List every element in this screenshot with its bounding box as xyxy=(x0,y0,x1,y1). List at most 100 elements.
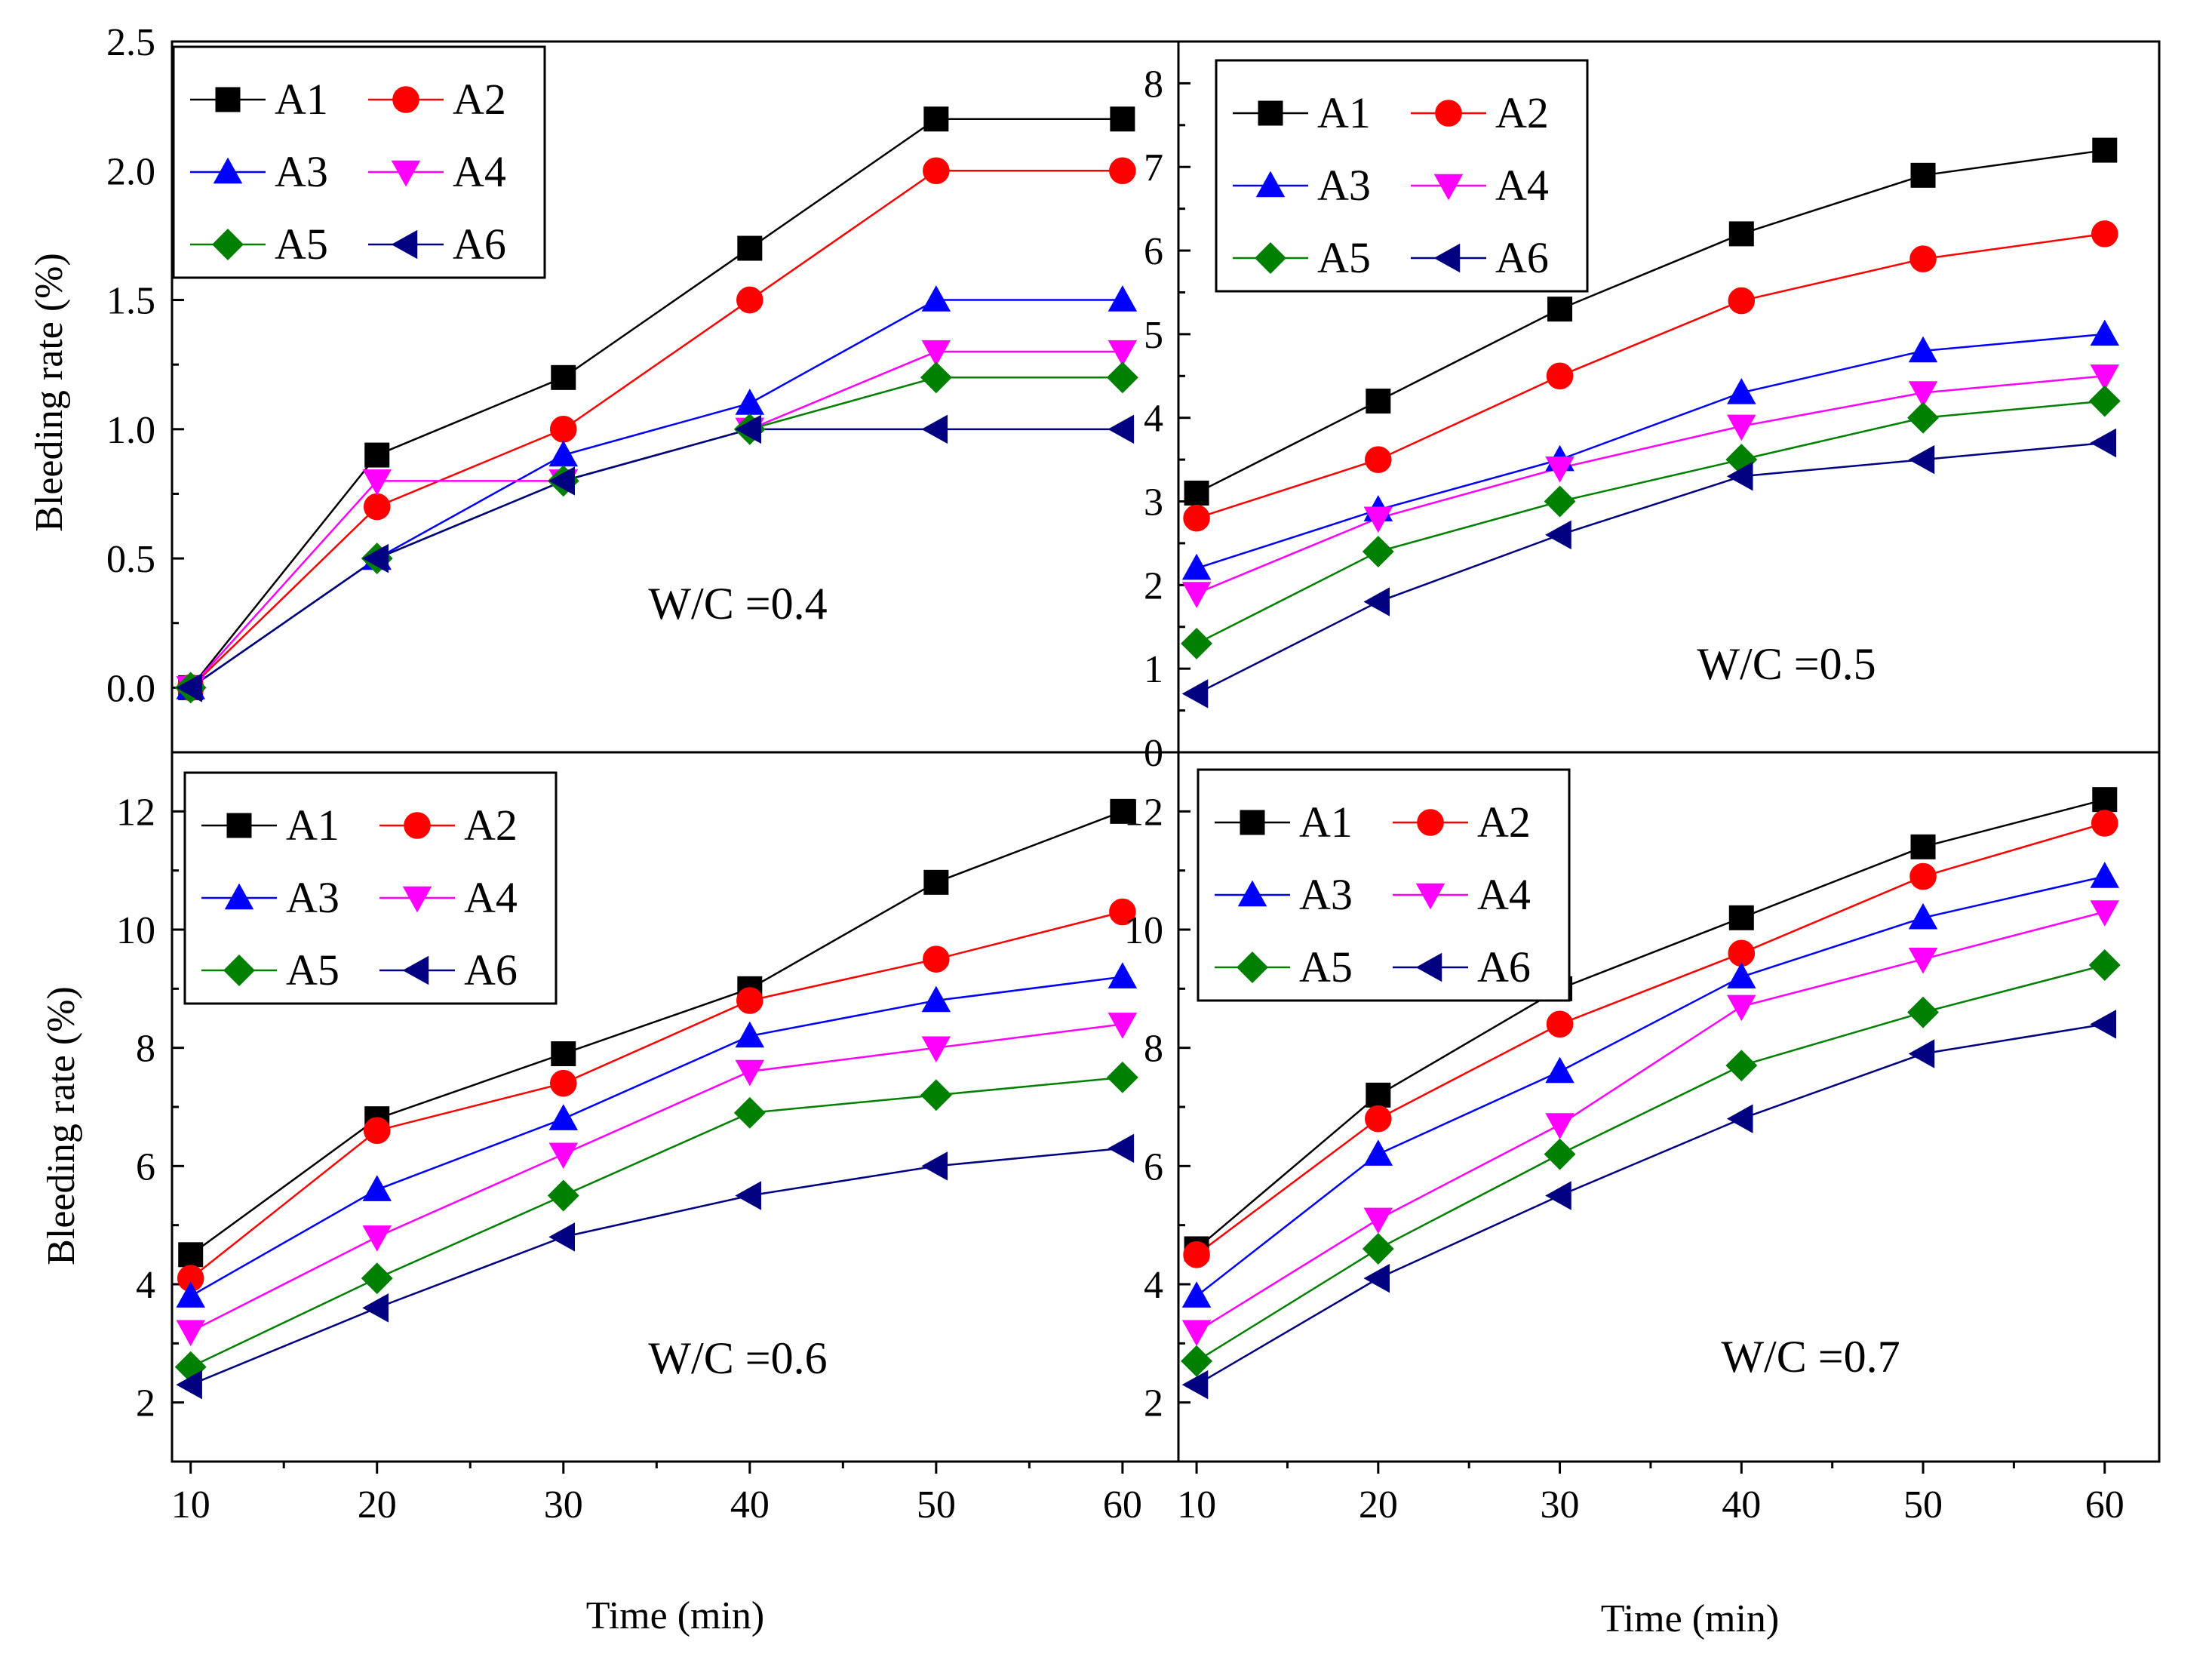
series-line-a3 xyxy=(1196,875,2106,1297)
x-tick-label: 60 xyxy=(1103,1483,1142,1526)
x-tick-label: 50 xyxy=(917,1483,956,1526)
x-tick-label: 10 xyxy=(1177,1483,1216,1526)
y-tick-label: 4 xyxy=(1144,398,1163,441)
legend-marker-a4 xyxy=(402,886,432,913)
data-point-a5 xyxy=(2088,385,2121,417)
data-point-a1 xyxy=(551,364,576,390)
data-point-a3 xyxy=(921,285,951,312)
data-point-a5 xyxy=(1544,485,1576,518)
legend-label-a6: A6 xyxy=(1495,233,1549,282)
y-tick-label: 6 xyxy=(136,1145,155,1188)
data-point-a3 xyxy=(1108,962,1138,988)
data-point-a6 xyxy=(921,1151,948,1181)
data-point-a5 xyxy=(1106,1061,1138,1093)
data-point-a4 xyxy=(1727,414,1756,441)
legend-marker-a1 xyxy=(226,813,252,838)
data-point-a5 xyxy=(1362,536,1394,567)
series-line-a3 xyxy=(1196,333,2105,570)
x-tick-label: 30 xyxy=(1541,1483,1580,1526)
data-point-a2 xyxy=(2091,810,2118,837)
data-point-a4 xyxy=(1545,456,1575,483)
data-point-a2 xyxy=(1365,1105,1392,1133)
data-point-a1 xyxy=(364,442,390,468)
legend-marker-a4 xyxy=(1433,174,1464,201)
data-point-a3 xyxy=(1363,1139,1393,1166)
legend-marker-a3 xyxy=(1237,880,1267,907)
data-point-a3 xyxy=(1545,1056,1575,1084)
y-tick-label: 4 xyxy=(136,1264,155,1307)
x-axis-label-right: Time (min) xyxy=(1601,1597,1779,1640)
legend-label-a5: A5 xyxy=(275,220,328,269)
legend: A1 A2 A3 A4 A5 A6 xyxy=(1215,59,1589,293)
legend-label-a5: A5 xyxy=(1317,233,1371,282)
data-point-a4 xyxy=(1363,1207,1393,1234)
legend-label-a2: A2 xyxy=(464,801,518,850)
data-point-a6 xyxy=(1181,679,1209,709)
data-point-a2 xyxy=(923,945,950,973)
data-point-a2 xyxy=(363,1117,391,1145)
y-tick-label: 6 xyxy=(1144,230,1163,273)
x-axis-label-left: Time (min) xyxy=(586,1594,764,1637)
data-point-a4 xyxy=(735,1059,765,1087)
y-tick-label: 6 xyxy=(1144,1145,1163,1188)
data-point-a6 xyxy=(1726,462,1753,491)
data-point-a4 xyxy=(176,1320,205,1347)
legend-marker-a6 xyxy=(402,955,429,985)
series-line-a6 xyxy=(190,1147,1123,1386)
x-tick-label: 50 xyxy=(1903,1483,1943,1526)
data-point-a5 xyxy=(1362,1233,1394,1265)
data-point-a6 xyxy=(362,1293,389,1323)
legend-marker-a6 xyxy=(391,229,418,260)
legend-label-a3: A3 xyxy=(1299,870,1353,919)
y-tick-label: 3 xyxy=(1144,481,1163,524)
data-point-a2 xyxy=(2091,220,2118,247)
series-line-a2 xyxy=(1196,822,2106,1256)
x-tick-label: 30 xyxy=(544,1483,583,1526)
data-point-a3 xyxy=(176,1281,205,1308)
legend-label-a1: A1 xyxy=(1317,88,1371,137)
series-line-a1 xyxy=(189,118,1123,689)
data-point-a6 xyxy=(1181,1370,1209,1400)
series-line-a5 xyxy=(1196,964,2106,1362)
data-point-a2 xyxy=(1183,1241,1210,1268)
series-line-a2 xyxy=(189,911,1123,1280)
data-point-a3 xyxy=(921,985,951,1013)
y-tick-label: 8 xyxy=(136,1028,155,1071)
data-point-a3 xyxy=(548,1104,579,1130)
data-point-a6 xyxy=(548,466,575,496)
data-point-a2 xyxy=(1909,245,1937,272)
data-point-a2 xyxy=(1365,446,1392,473)
data-point-a5 xyxy=(2088,949,2121,981)
legend-marker-a2 xyxy=(1417,809,1444,836)
data-point-a6 xyxy=(1108,414,1135,444)
series-line-a1 xyxy=(189,810,1123,1256)
series-line-a1 xyxy=(1196,798,2106,1250)
data-point-a4 xyxy=(1181,582,1212,608)
legend-label-a1: A1 xyxy=(1299,798,1353,847)
data-point-a5 xyxy=(920,1079,952,1111)
legend-label-a2: A2 xyxy=(1477,798,1531,847)
data-point-a1 xyxy=(178,1242,204,1268)
y-tick-label: 0.5 xyxy=(106,538,155,581)
data-point-a6 xyxy=(176,1370,202,1400)
wc-annotation: W/C =0.7 xyxy=(1721,1332,1900,1382)
data-point-a5 xyxy=(1181,1345,1213,1377)
data-point-a1 xyxy=(551,1041,576,1066)
data-point-a3 xyxy=(1108,285,1138,312)
legend-label-a1: A1 xyxy=(275,75,328,124)
legend-marker-a6 xyxy=(1433,243,1461,273)
data-point-a3 xyxy=(1181,1281,1212,1308)
data-point-a1 xyxy=(2092,137,2118,163)
wc-annotation: W/C =0.6 xyxy=(648,1333,827,1383)
legend-marker-a1 xyxy=(215,87,241,112)
data-point-a4 xyxy=(1545,1113,1575,1139)
legend-label-a5: A5 xyxy=(1299,942,1353,991)
legend-marker-a3 xyxy=(1255,171,1286,198)
data-point-a2 xyxy=(1109,898,1136,926)
data-point-a6 xyxy=(2090,428,2116,458)
y-axis-label-bottom: Bleeding rate (%) xyxy=(40,986,83,1265)
data-point-a4 xyxy=(2090,364,2120,391)
legend-marker-a2 xyxy=(1435,100,1462,127)
data-point-a4 xyxy=(921,340,951,367)
x-tick-label: 40 xyxy=(1722,1483,1761,1526)
